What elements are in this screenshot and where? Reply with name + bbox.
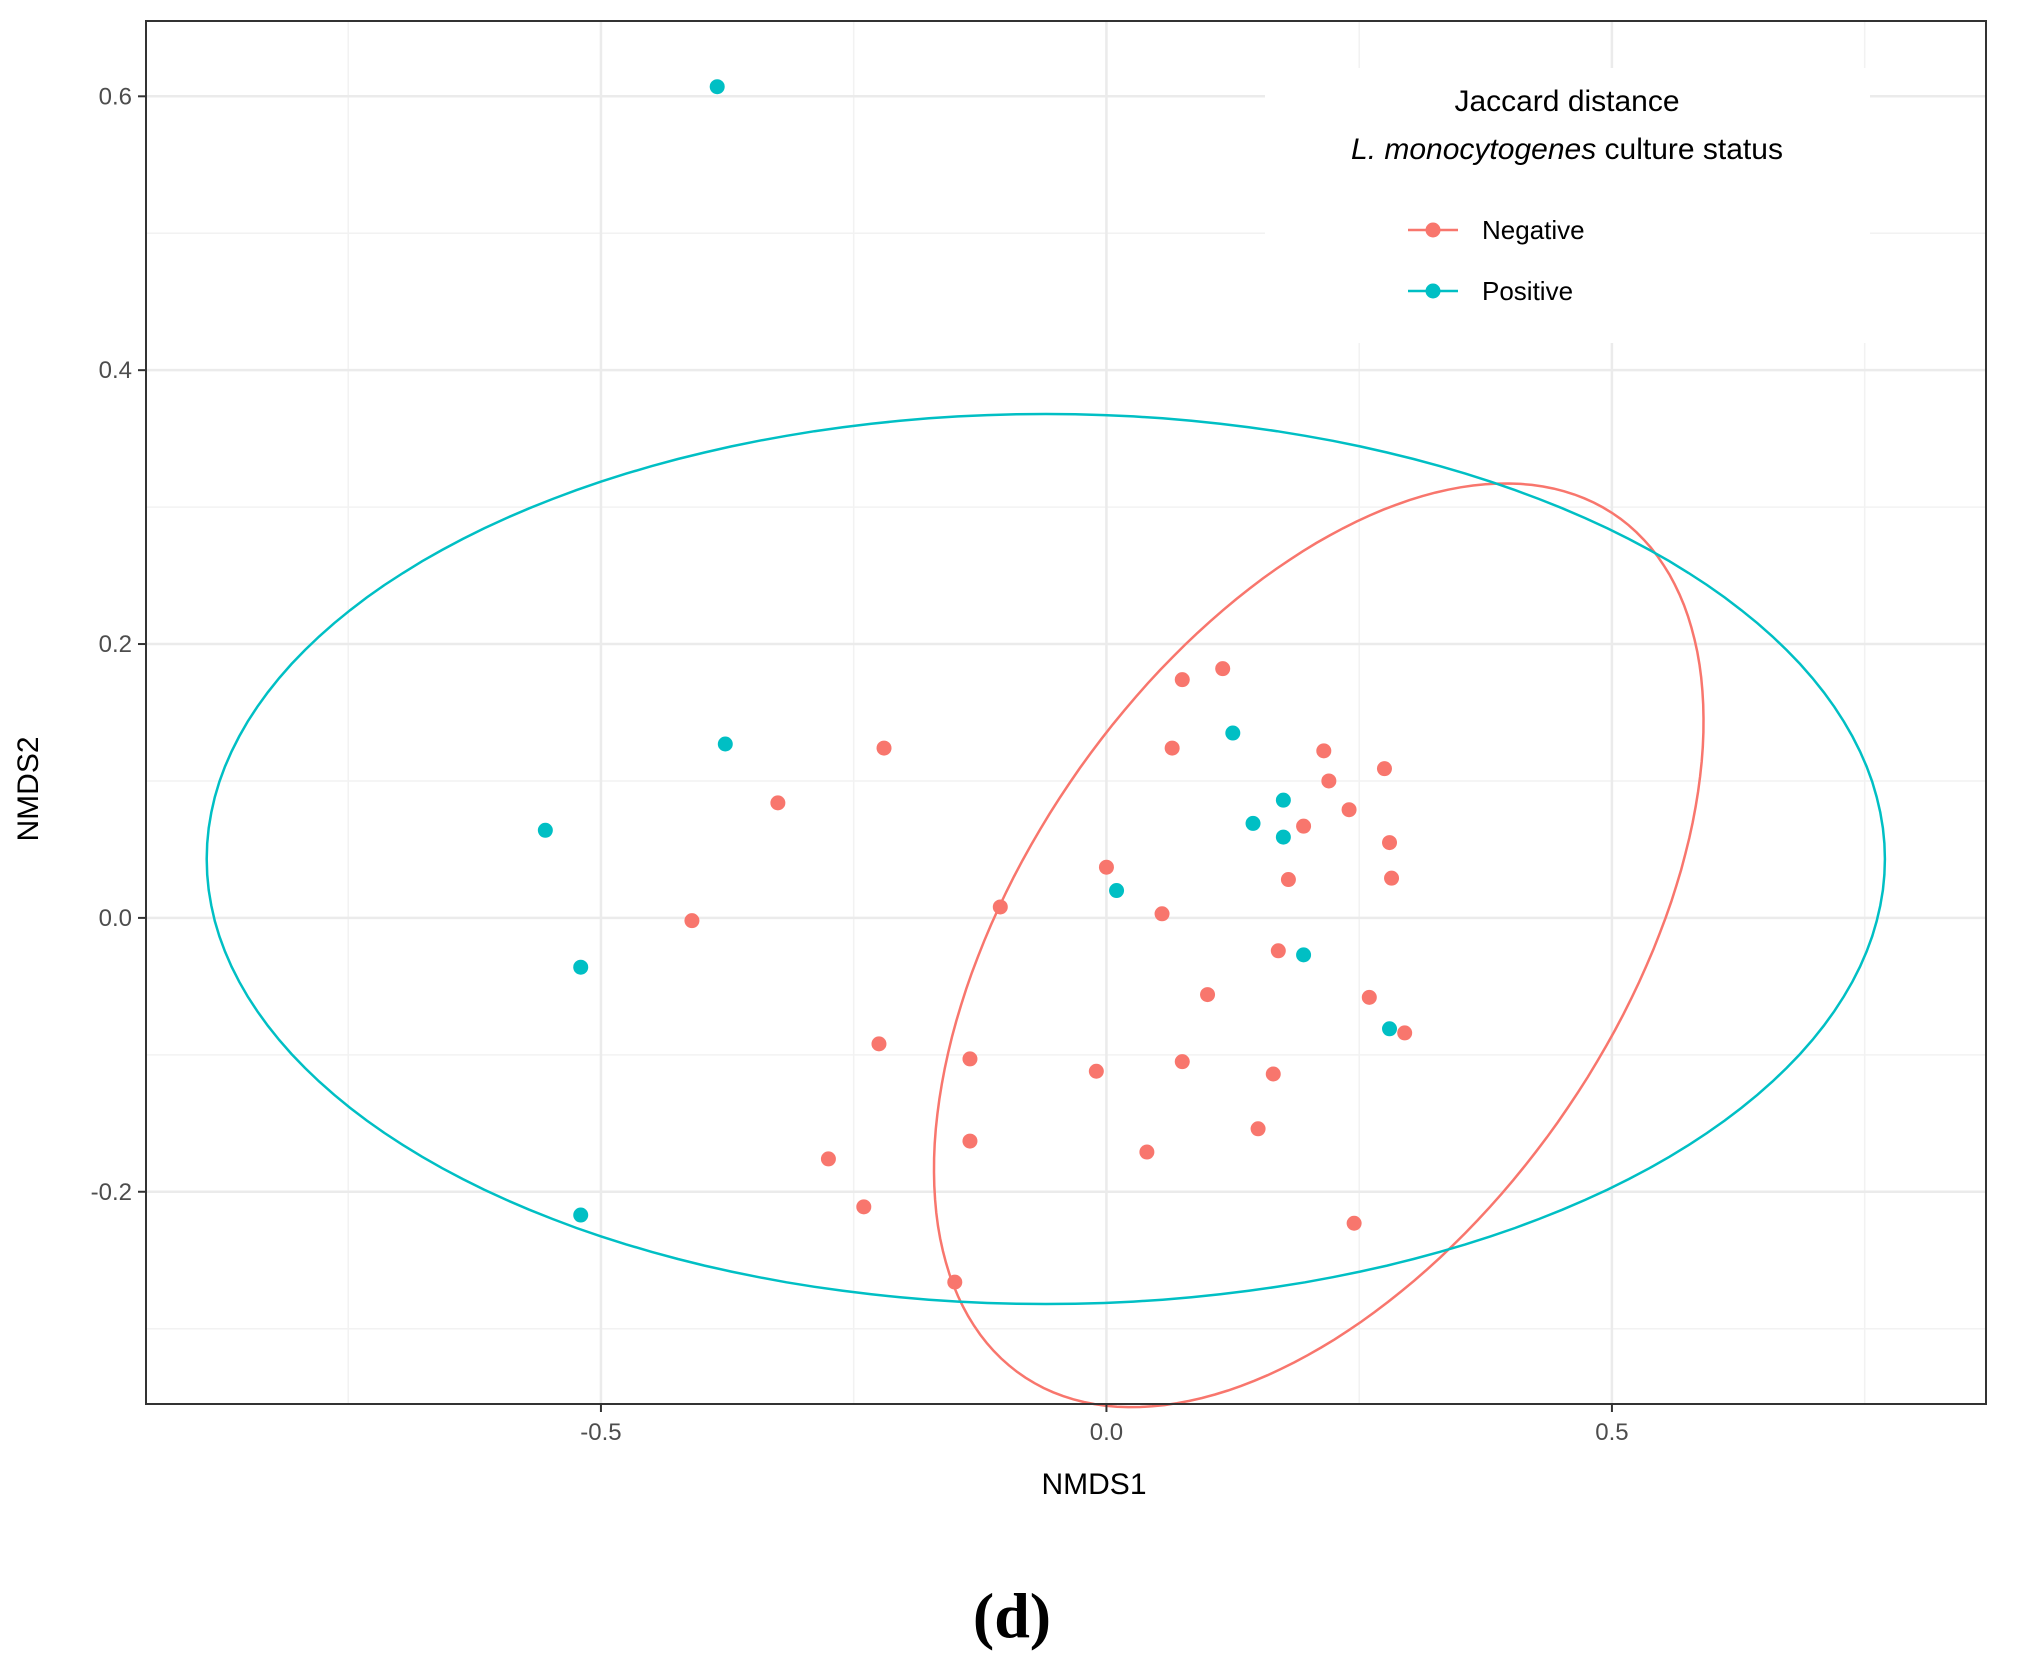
- negative-point: [962, 1051, 978, 1067]
- y-tick-label: 0.4: [99, 357, 132, 384]
- negative-point: [1280, 872, 1296, 888]
- negative-point: [1341, 802, 1357, 818]
- positive-point: [1109, 883, 1125, 899]
- legend-title-line2: L. monocytogenes culture status: [1351, 133, 1783, 166]
- negative-point: [1296, 818, 1312, 834]
- panel-border: [145, 20, 1987, 1405]
- positive-point: [1296, 947, 1312, 963]
- negative-point: [947, 1274, 963, 1290]
- legend-title-line1: Jaccard distance: [1454, 85, 1679, 118]
- negative-point: [1250, 1121, 1266, 1137]
- positive-point: [717, 736, 733, 752]
- legend-label-positive: Positive: [1482, 276, 1573, 306]
- positive-point: [1275, 792, 1291, 808]
- negative-point: [1139, 1144, 1155, 1160]
- positive-point: [537, 822, 553, 838]
- negative-point: [871, 1036, 887, 1052]
- grid-major: [146, 21, 1986, 1404]
- negative-point: [962, 1133, 978, 1149]
- y-tick-label: 0.6: [99, 83, 132, 110]
- negative-point: [1088, 1063, 1104, 1079]
- negative-point: [684, 913, 700, 929]
- x-tick-label: 0.0: [1090, 1419, 1123, 1446]
- negative-point: [1361, 989, 1377, 1005]
- negative-point: [1164, 740, 1180, 756]
- negative-ellipse: [932, 482, 1705, 1409]
- positive-point: [709, 79, 725, 95]
- negative-point: [1376, 761, 1392, 777]
- y-tick-label: -0.2: [91, 1179, 132, 1206]
- positive-point: [1382, 1021, 1398, 1037]
- negative-point: [1346, 1215, 1362, 1231]
- negative-point: [1270, 943, 1286, 959]
- legend-title-rest: culture status: [1596, 133, 1783, 166]
- positive-point: [1225, 725, 1241, 741]
- positive-point: [1245, 815, 1261, 831]
- y-tick-label: 0.0: [99, 905, 132, 932]
- negative-point: [820, 1151, 836, 1167]
- negative-point: [1215, 661, 1231, 677]
- negative-point: [1174, 672, 1190, 688]
- y-tick-label: 0.2: [99, 631, 132, 658]
- negative-point: [770, 795, 786, 811]
- negative-point: [1397, 1025, 1413, 1041]
- legend-key-point-negative: [1425, 222, 1441, 238]
- negative-point: [992, 899, 1008, 915]
- negative-point: [1098, 859, 1114, 875]
- x-axis-ticks: -0.5 0.0 0.5: [580, 1404, 1629, 1446]
- x-tick-label: 0.5: [1595, 1419, 1628, 1446]
- panel-label: (d): [973, 1580, 1051, 1651]
- legend-background: [1265, 68, 1870, 343]
- positive-point: [573, 1207, 589, 1223]
- y-axis-title: NMDS2: [12, 736, 45, 841]
- x-tick-label: -0.5: [580, 1419, 621, 1446]
- positive-point: [573, 959, 589, 975]
- y-axis-ticks: -0.2 0.0 0.2 0.4 0.6: [91, 83, 146, 1206]
- positive-ellipse: [205, 412, 1887, 1306]
- legend: Jaccard distance L. monocytogenes cultur…: [1265, 68, 1870, 343]
- legend-key-point-positive: [1425, 283, 1441, 299]
- negative-point: [1316, 743, 1332, 759]
- x-axis-title: NMDS1: [1041, 1468, 1146, 1501]
- negative-point: [1200, 987, 1216, 1003]
- legend-keys: Negative Positive: [1408, 215, 1585, 306]
- data-points: [537, 79, 1413, 1290]
- negative-point: [876, 740, 892, 756]
- legend-label-negative: Negative: [1482, 215, 1585, 245]
- negative-point: [856, 1199, 872, 1215]
- negative-point: [1384, 870, 1400, 886]
- confidence-ellipses: [205, 412, 1887, 1409]
- negative-point: [1382, 835, 1398, 851]
- negative-point: [1174, 1054, 1190, 1070]
- negative-point: [1321, 773, 1337, 789]
- positive-point: [1275, 829, 1291, 845]
- legend-title-species: L. monocytogenes: [1351, 133, 1596, 166]
- negative-point: [1265, 1066, 1281, 1082]
- negative-point: [1154, 906, 1170, 922]
